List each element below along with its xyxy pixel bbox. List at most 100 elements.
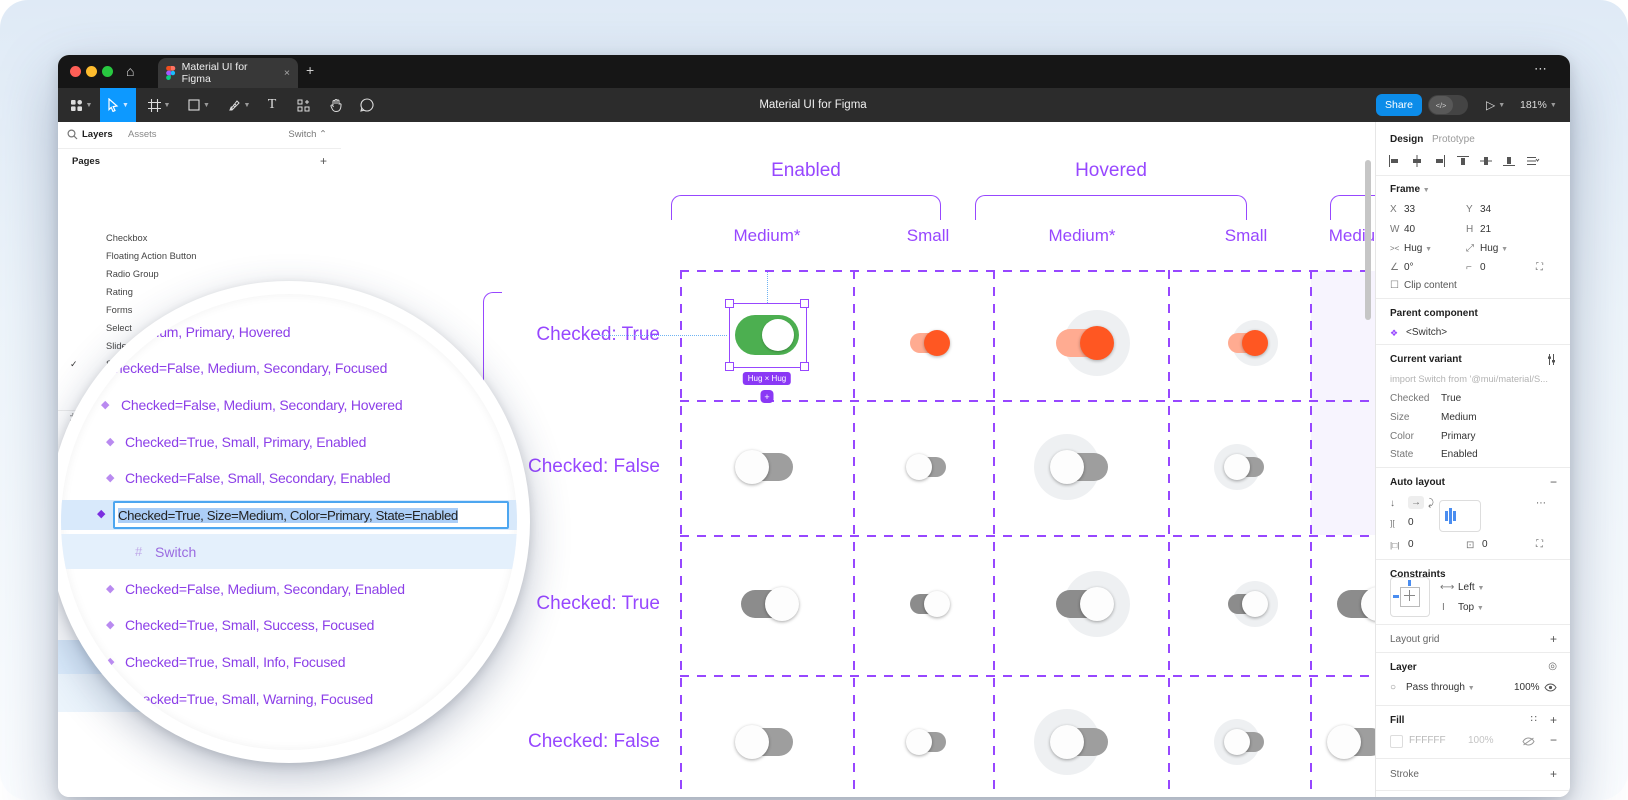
constraints-widget[interactable] <box>1390 577 1430 617</box>
prop-value[interactable]: Primary <box>1441 431 1476 442</box>
switch-checked-medium-hovered[interactable] <box>1051 310 1130 376</box>
prop-value[interactable]: Enabled <box>1441 449 1478 460</box>
fill-hex-value[interactable]: FFFFFF <box>1409 735 1446 746</box>
actions-tool-button[interactable] <box>291 88 315 122</box>
w-value[interactable]: 40 <box>1404 224 1416 235</box>
layer-row-child[interactable]: Switch <box>155 544 197 560</box>
search-icon[interactable] <box>67 129 78 140</box>
layer-row[interactable]: Checked=False, Medium, Secondary, Enable… <box>125 581 405 597</box>
switch-unchecked-medium-hovered[interactable] <box>1034 709 1113 775</box>
switch-partial[interactable] <box>1332 586 1375 622</box>
rotation-value[interactable]: 0° <box>1404 262 1414 273</box>
frame-tool-button[interactable]: ▼ <box>144 88 174 122</box>
move-tool-button[interactable]: ▼ <box>100 88 136 122</box>
eye-off-icon[interactable] <box>1522 737 1535 746</box>
v-resize-value[interactable]: Hug ▼ <box>1480 243 1509 254</box>
window-more-icon[interactable]: ⋯ <box>1534 61 1548 76</box>
layout-vertical-icon[interactable]: ↓ <box>1390 498 1395 509</box>
switch-checked-small-disabled[interactable] <box>906 591 950 617</box>
tab-assets[interactable]: Assets <box>128 129 157 140</box>
page-item-fab[interactable]: Floating Action Button <box>106 251 197 261</box>
layer-rename-input[interactable]: Checked=True, Size=Medium, Color=Primary… <box>113 501 509 529</box>
align-right-icon[interactable] <box>1434 155 1446 167</box>
alignment-widget[interactable] <box>1439 500 1481 532</box>
blend-mode-icon[interactable]: ◎ <box>1548 661 1557 672</box>
gap-value[interactable]: 0 <box>1408 517 1414 528</box>
switch-partial[interactable] <box>1327 724 1375 760</box>
independent-padding-icon[interactable]: ⛶ <box>1536 539 1543 550</box>
layer-row[interactable]: Checked=True, Small, Warning, Focused <box>125 691 373 707</box>
h-resize-value[interactable]: Hug ▼ <box>1404 243 1433 254</box>
selection-handle[interactable] <box>800 299 809 308</box>
blend-mode-value[interactable]: Pass through ▼ <box>1406 682 1475 693</box>
parent-component-name[interactable]: <Switch> <box>1406 327 1448 338</box>
main-menu-button[interactable]: ▼ <box>68 88 94 122</box>
v-padding-value[interactable]: 0 <box>1482 539 1488 550</box>
align-left-icon[interactable] <box>1388 155 1400 167</box>
selection-handle[interactable] <box>800 362 809 371</box>
page-picker[interactable]: Switch ⌃ <box>288 129 327 140</box>
hand-tool-button[interactable] <box>323 88 349 122</box>
switch-checked-medium-primary-enabled[interactable] <box>735 315 799 355</box>
layer-row[interactable]: Checked=True, Small, Primary, Enabled <box>125 434 367 450</box>
selection-handle[interactable] <box>725 362 734 371</box>
page-item-checkbox[interactable]: Checkbox <box>106 233 148 243</box>
v-constraint-value[interactable]: Top ▼ <box>1458 602 1484 613</box>
present-button[interactable]: ▷ ▼ <box>1486 98 1506 112</box>
tab-close-icon[interactable]: × <box>283 67 290 79</box>
layer-row[interactable]: Checked=True, Small, Success, Focused <box>125 617 375 633</box>
layer-row[interactable]: Checked=False, Medium, Secondary, Focuse… <box>105 360 388 376</box>
switch-checked-small-enabled[interactable] <box>906 330 950 356</box>
switch-checked-medium-disabled[interactable] <box>736 586 799 622</box>
eye-icon[interactable] <box>1544 683 1557 692</box>
pen-tool-button[interactable]: ▼ <box>224 88 254 122</box>
switch-unchecked-medium-enabled[interactable] <box>735 449 798 485</box>
page-item-forms[interactable]: Forms <box>106 305 133 315</box>
page-item-select[interactable]: Select <box>106 323 132 333</box>
text-tool-button[interactable]: T <box>267 97 277 112</box>
corner-radius-value[interactable]: 0 <box>1480 262 1486 273</box>
layer-opacity-value[interactable]: 100% <box>1514 682 1540 693</box>
h-value[interactable]: 21 <box>1480 224 1492 235</box>
fill-color-swatch[interactable] <box>1390 735 1403 748</box>
layer-row[interactable]: Checked=True, Small, Info, Focused <box>125 654 346 670</box>
dev-mode-toggle[interactable]: </> <box>1428 95 1468 115</box>
independent-corners-icon[interactable]: ⛶ <box>1536 262 1543 273</box>
layer-row[interactable]: Checked=True, Medium, Primary, Hovered <box>61 324 291 340</box>
align-top-icon[interactable] <box>1457 155 1469 167</box>
x-value[interactable]: 33 <box>1404 204 1416 215</box>
page-item-rating[interactable]: Rating <box>106 287 133 297</box>
switch-unchecked-medium-hovered[interactable] <box>1034 434 1113 500</box>
align-bottom-icon[interactable] <box>1503 155 1515 167</box>
layout-wrap-icon[interactable]: ⤸ <box>1428 498 1434 509</box>
page-item-slider[interactable]: Slider <box>106 341 130 351</box>
distribute-menu-icon[interactable] <box>1526 155 1540 167</box>
align-h-center-icon[interactable] <box>1411 155 1423 167</box>
page-item-radio-group[interactable]: Radio Group <box>106 269 159 279</box>
remove-autolayout-button[interactable]: − <box>1549 475 1557 489</box>
switch-checked-small-hovered[interactable] <box>1224 320 1278 366</box>
comment-tool-button[interactable] <box>354 88 380 122</box>
switch-unchecked-medium[interactable] <box>735 724 798 760</box>
tab-design[interactable]: Design <box>1390 134 1424 145</box>
fill-styles-icon[interactable]: ∷ <box>1530 714 1537 725</box>
frame-section-label[interactable]: Frame ▼ <box>1390 184 1430 195</box>
remove-fill-button[interactable]: − <box>1549 733 1557 747</box>
switch-unchecked-small-hovered[interactable] <box>1214 444 1268 490</box>
variant-adjust-icon[interactable] <box>1546 354 1557 365</box>
add-layout-grid-button[interactable]: + <box>1549 632 1557 646</box>
align-v-center-icon[interactable] <box>1480 155 1492 167</box>
maximize-window-button[interactable] <box>102 66 113 77</box>
switch-unchecked-small-enabled[interactable] <box>906 454 950 480</box>
add-page-button[interactable]: + <box>319 154 327 168</box>
canvas-scrollbar[interactable] <box>1365 160 1371 320</box>
switch-unchecked-small[interactable] <box>906 729 950 755</box>
layer-row[interactable]: Checked=False, Medium, Secondary, Hovere… <box>121 397 403 413</box>
new-tab-button[interactable]: + <box>306 62 315 78</box>
h-constraint-value[interactable]: Left ▼ <box>1458 582 1485 593</box>
prop-value[interactable]: Medium <box>1441 412 1477 423</box>
share-button[interactable]: Share <box>1376 94 1422 116</box>
y-value[interactable]: 34 <box>1480 204 1492 215</box>
home-icon[interactable]: ⌂ <box>126 63 135 79</box>
layer-row[interactable]: Checked=False, Small, Secondary, Enabled <box>125 470 391 486</box>
